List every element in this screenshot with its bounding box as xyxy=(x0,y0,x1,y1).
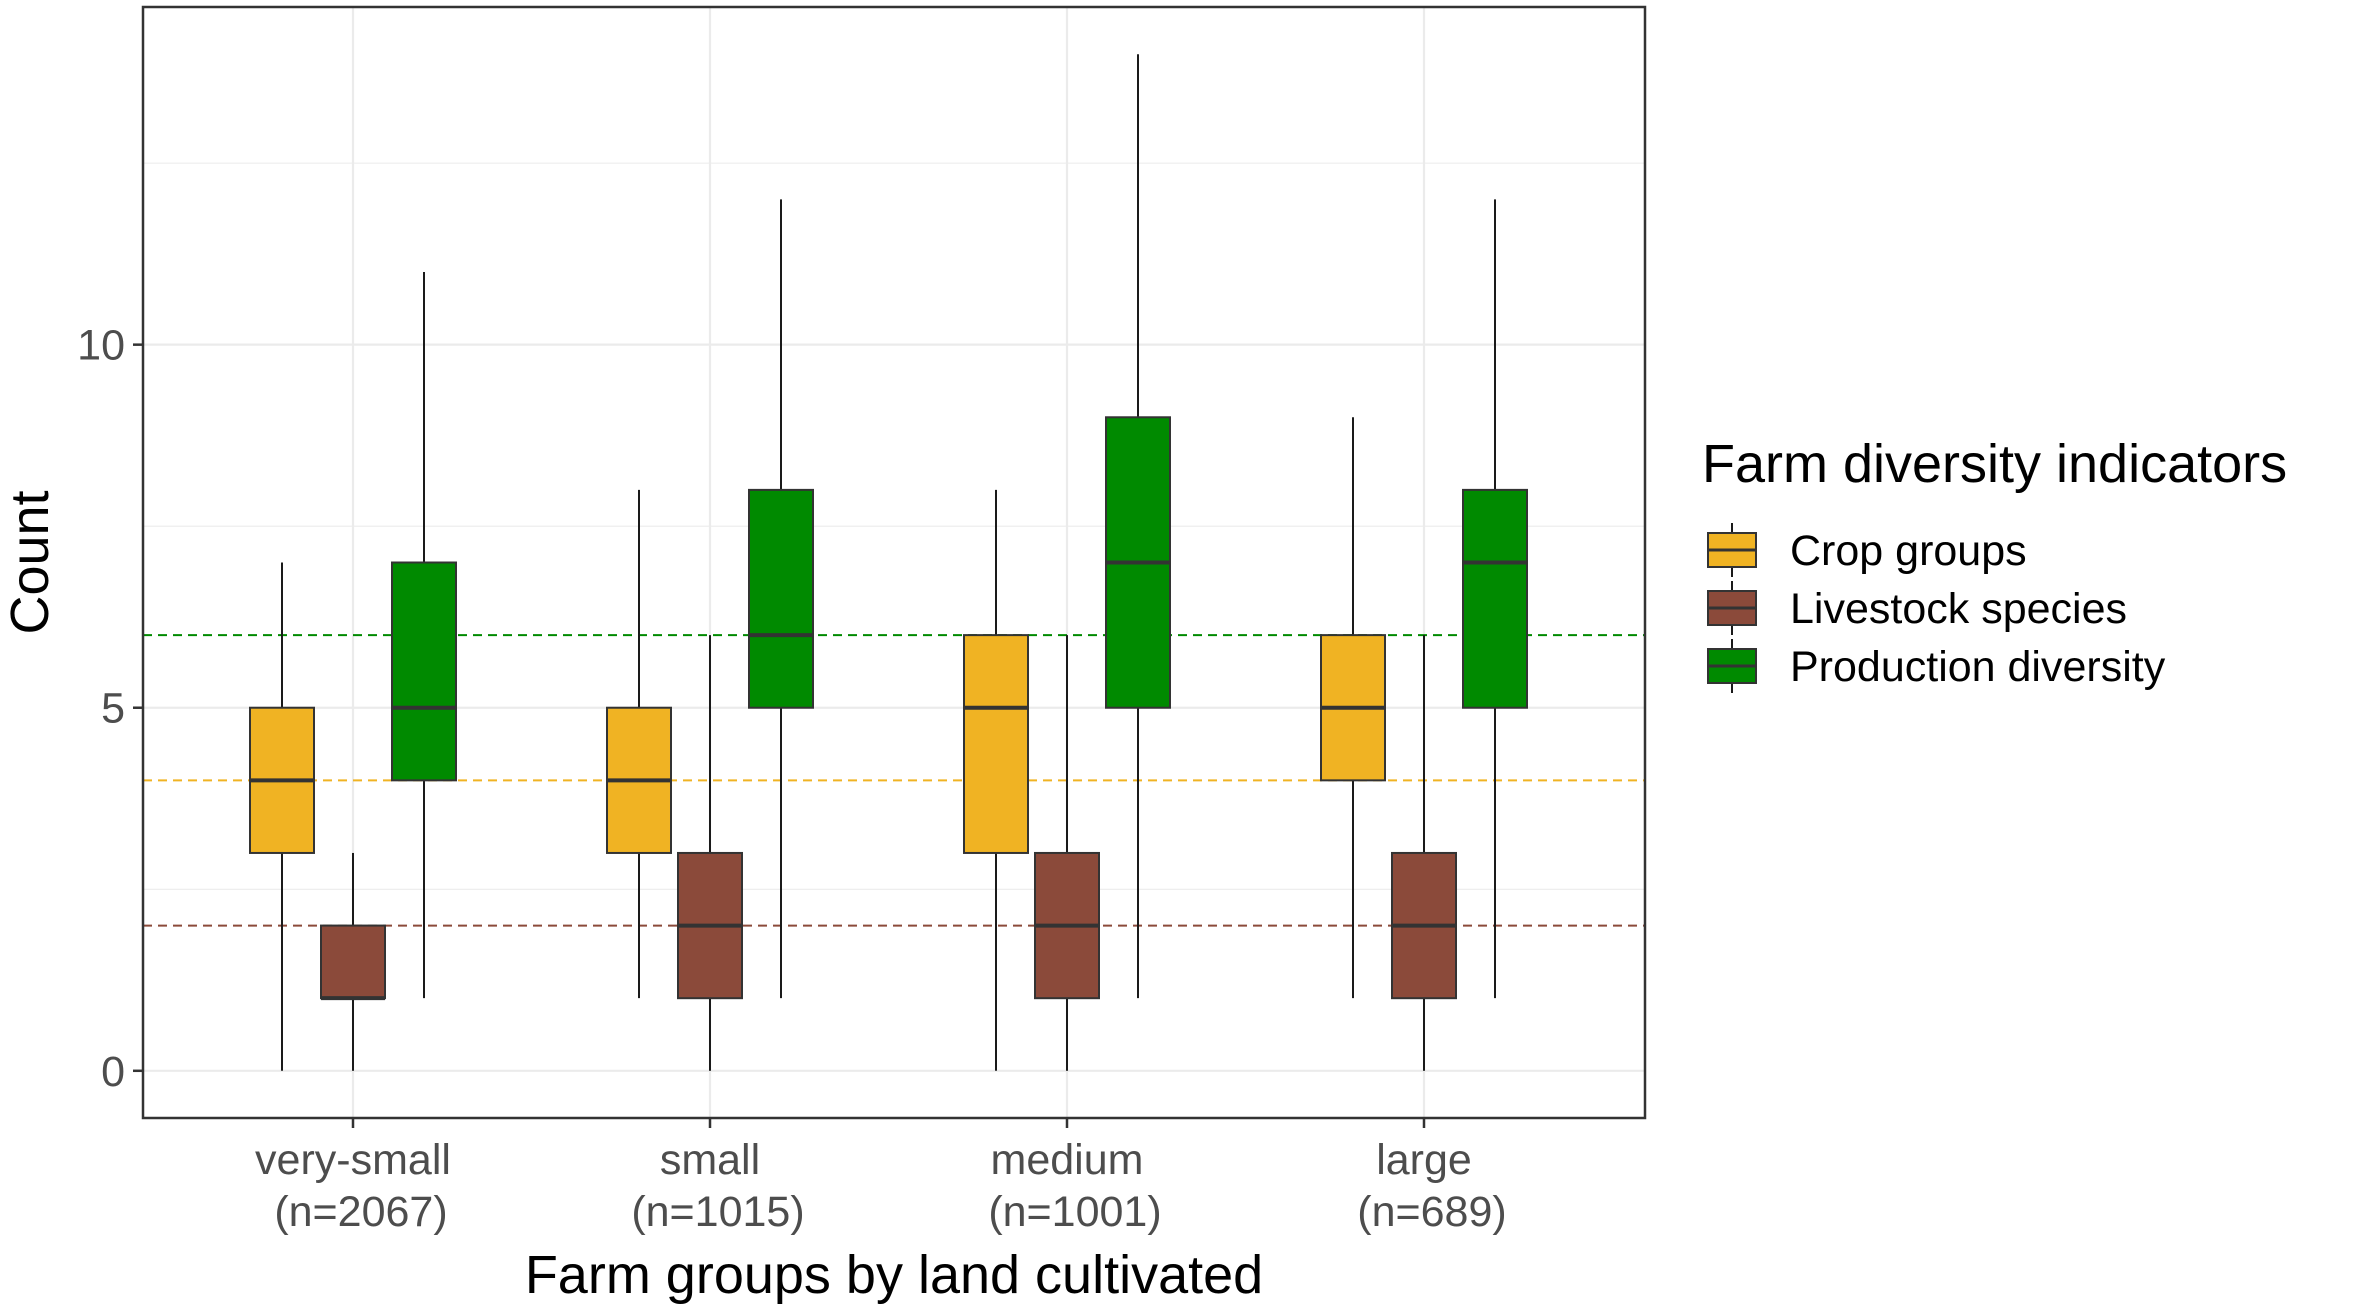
y-tick-label: 10 xyxy=(77,322,125,370)
x-tick-label-count: (n=2067) xyxy=(274,1188,447,1236)
axes: 0 5 10 very-small(n=2067) small(n=1015) mediu… xyxy=(77,322,1507,1236)
boxes xyxy=(249,54,1528,1071)
box xyxy=(391,561,457,782)
box-group xyxy=(1105,54,1171,999)
x-tick-label-count: (n=1015) xyxy=(631,1188,804,1236)
box-group xyxy=(1391,635,1457,1071)
legend-label: Production diversity xyxy=(1790,643,2166,691)
x-tick-label-count: (n=689) xyxy=(1357,1188,1506,1236)
box xyxy=(320,924,386,1000)
legend-item: Crop groups xyxy=(1707,523,2027,577)
x-tick-label: very-small xyxy=(255,1136,451,1184)
y-tick-label: 5 xyxy=(101,685,125,733)
x-tick-label: medium xyxy=(991,1136,1144,1184)
box-group xyxy=(1034,635,1100,1071)
x-tick-label: large xyxy=(1376,1136,1472,1184)
box-group xyxy=(748,199,814,999)
x-tick-label-count: (n=1001) xyxy=(988,1188,1161,1236)
box-group xyxy=(1320,417,1386,999)
box-group xyxy=(391,272,457,999)
box xyxy=(1462,488,1528,709)
y-axis-title: Count xyxy=(0,490,60,634)
box-group xyxy=(320,852,386,1071)
box-group xyxy=(1462,199,1528,999)
x-axis-title: Farm groups by land cultivated xyxy=(525,1245,1263,1305)
legend: Farm diversity indicators Crop groups Liv… xyxy=(1702,434,2287,693)
y-tick-label: 0 xyxy=(101,1048,125,1096)
legend-title: Farm diversity indicators xyxy=(1702,434,2287,494)
box xyxy=(963,634,1029,854)
legend-items: Crop groups Livestock species Production d… xyxy=(1707,523,2166,693)
box xyxy=(748,488,814,709)
x-tick-label: small xyxy=(660,1136,760,1184)
plot-panel-border xyxy=(141,5,1647,1120)
legend-item: Production diversity xyxy=(1707,639,2166,693)
box-group xyxy=(963,489,1029,1071)
legend-label: Crop groups xyxy=(1790,527,2027,575)
legend-label: Livestock species xyxy=(1790,585,2127,633)
box-group xyxy=(677,635,743,1071)
box-group xyxy=(249,562,315,1071)
box-group xyxy=(606,489,672,999)
legend-item: Livestock species xyxy=(1707,581,2127,635)
